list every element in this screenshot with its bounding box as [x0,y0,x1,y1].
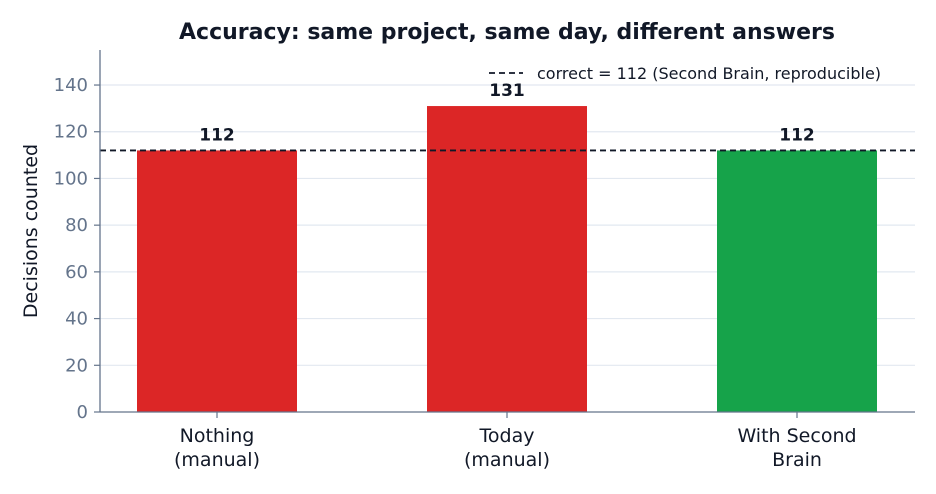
y-tick-label: 40 [65,309,88,330]
x-tick-label-line: (manual) [174,449,260,471]
y-tick-label: 120 [54,122,88,143]
data-labels: 112 131 112 [199,81,815,145]
x-tick-label: Today (manual) [464,425,550,471]
data-label: 131 [489,81,525,101]
x-tick-label-line: Today [479,425,535,447]
bars [137,106,877,413]
y-tick-label: 20 [65,355,88,376]
legend-entry-correct: correct = 112 (Second Brain, reproducibl… [537,64,881,83]
data-label: 112 [779,125,815,145]
y-tick-label: 140 [54,75,88,96]
y-tick-label: 100 [54,168,88,189]
bar [717,150,877,412]
x-tick-label-line: (manual) [464,449,550,471]
y-axis-label: Decisions counted [20,144,42,318]
chart-title: Accuracy: same project, same day, differ… [179,20,835,45]
x-tick-label: Nothing (manual) [174,425,260,471]
data-label: 112 [199,125,235,145]
y-tick-label: 60 [65,262,88,283]
x-tick-label-line: Nothing [180,425,255,447]
legend: correct = 112 (Second Brain, reproducibl… [489,64,881,83]
bar [427,106,587,413]
bar [137,150,297,412]
x-tick-label-line: With Second [737,425,856,447]
y-tick-label: 80 [65,215,88,236]
x-tick-label: With Second Brain [737,425,856,471]
x-tick-label-line: Brain [772,449,822,471]
y-tick-label: 0 [77,402,88,423]
